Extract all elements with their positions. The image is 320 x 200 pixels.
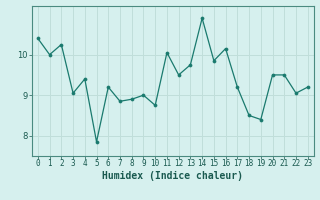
X-axis label: Humidex (Indice chaleur): Humidex (Indice chaleur) — [102, 171, 243, 181]
